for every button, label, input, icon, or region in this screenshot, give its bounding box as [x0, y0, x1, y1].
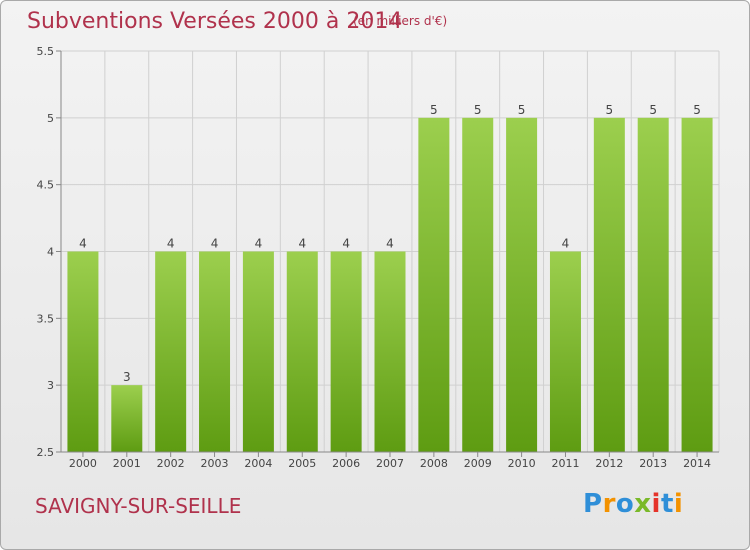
x-tick-label: 2003 [201, 457, 229, 470]
logo-letter: i [652, 489, 661, 519]
y-tick-label: 4.5 [37, 179, 55, 192]
x-tick-label: 2011 [551, 457, 579, 470]
bar-2007 [375, 252, 406, 453]
y-tick-label: 4 [47, 246, 54, 259]
bar-value-label: 4 [167, 237, 175, 251]
bars: 4 3 4 4 4 4 4 4 5 5 5 4 5 5 5 [67, 103, 712, 452]
x-tick-label: 2001 [113, 457, 141, 470]
x-tick-label: 2009 [464, 457, 492, 470]
bar-2000 [67, 252, 98, 453]
bar-value-label: 4 [298, 237, 306, 251]
bar-value-label: 4 [79, 237, 87, 251]
bar-value-label: 5 [474, 103, 482, 117]
bar-2003 [199, 252, 230, 453]
bar-2011 [550, 252, 581, 453]
proxiti-logo: Proxiti [583, 489, 683, 519]
bar-2009 [462, 118, 493, 452]
bar-value-label: 4 [386, 237, 394, 251]
y-tick-label: 5 [47, 112, 54, 125]
x-tick-label: 2000 [69, 457, 97, 470]
logo-letter: x [634, 489, 651, 519]
bar-value-label: 5 [693, 103, 701, 117]
bar-2013 [638, 118, 669, 452]
bar-2004 [243, 252, 274, 453]
x-tick-label: 2014 [683, 457, 711, 470]
logo-letter: P [583, 489, 603, 519]
x-tick-label: 2008 [420, 457, 448, 470]
x-tick-label: 2007 [376, 457, 404, 470]
bar-2002 [155, 252, 186, 453]
x-tick-label: 2002 [157, 457, 185, 470]
bar-value-label: 4 [211, 237, 219, 251]
x-tick-label: 2010 [508, 457, 536, 470]
y-tick-label: 3 [47, 379, 54, 392]
y-tick-label: 2.5 [37, 446, 55, 459]
commune-name: SAVIGNY-SUR-SEILLE [35, 494, 241, 518]
x-tick-label: 2004 [244, 457, 272, 470]
bar-2014 [682, 118, 713, 452]
bar-value-label: 4 [342, 237, 350, 251]
bar-value-label: 4 [562, 237, 570, 251]
bar-2010 [506, 118, 537, 452]
bar-value-label: 5 [649, 103, 657, 117]
bar-value-label: 4 [255, 237, 263, 251]
y-tick-label: 3.5 [37, 312, 55, 325]
x-tick-label: 2006 [332, 457, 360, 470]
logo-letter: i [674, 489, 683, 519]
y-tick-label: 5.5 [37, 45, 55, 58]
logo-letter: o [616, 489, 634, 519]
bar-2001 [111, 385, 142, 452]
bar-2008 [418, 118, 449, 452]
bar-2006 [331, 252, 362, 453]
bar-value-label: 5 [606, 103, 614, 117]
bar-2005 [287, 252, 318, 453]
bar-value-label: 5 [430, 103, 438, 117]
bar-2012 [594, 118, 625, 452]
x-tick-label: 2005 [288, 457, 316, 470]
x-tick-label: 2013 [639, 457, 667, 470]
logo-letter: r [603, 489, 616, 519]
bar-value-label: 5 [518, 103, 526, 117]
logo-letter: t [661, 489, 674, 519]
bar-value-label: 3 [123, 370, 131, 384]
x-tick-label: 2012 [595, 457, 623, 470]
